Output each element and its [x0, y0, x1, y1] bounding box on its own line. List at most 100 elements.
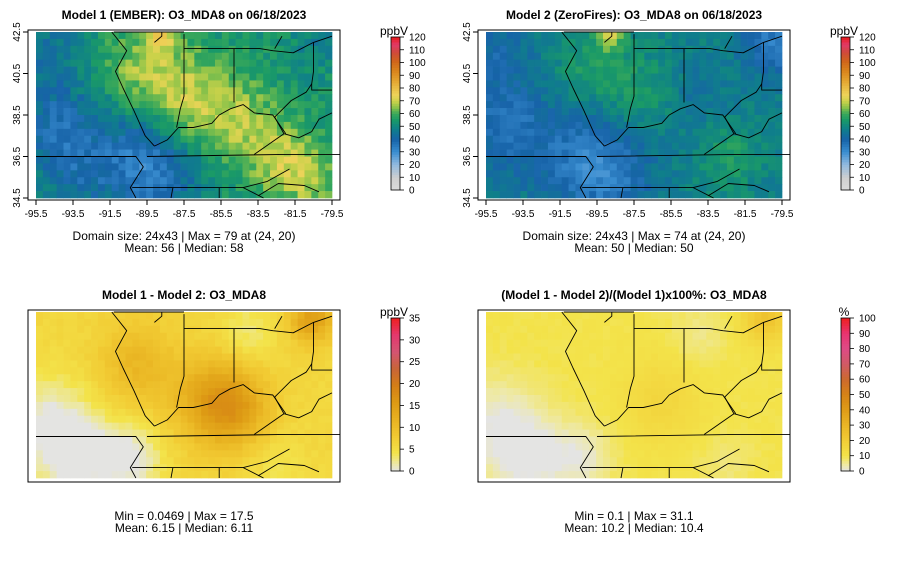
heatmap-cell: [658, 135, 666, 144]
heatmap-cell: [575, 184, 583, 192]
heatmap-cell: [775, 128, 783, 137]
heatmap-cell: [166, 128, 175, 137]
colorbar-swatch: [391, 394, 400, 398]
heatmap-cell: [146, 170, 154, 178]
heatmap-cell: [111, 177, 119, 185]
colorbar-swatch: [391, 172, 400, 176]
heatmap-cell: [775, 415, 783, 424]
colorbar-tick-label: 100: [859, 58, 876, 69]
heatmap-cell: [297, 45, 305, 54]
heatmap-cell: [616, 381, 625, 389]
heatmap-cell: [754, 360, 762, 368]
heatmap-cell: [91, 32, 99, 40]
heatmap-cell: [664, 346, 673, 354]
heatmap-cell: [84, 360, 92, 368]
heatmap-cell: [125, 135, 133, 144]
heatmap-cell: [554, 325, 563, 334]
heatmap-cell: [740, 108, 748, 116]
heatmap-cell: [623, 443, 631, 451]
heatmap-cell: [699, 135, 707, 144]
heatmap-cell: [761, 464, 769, 472]
heatmap-cell: [311, 464, 319, 472]
stats-caption-line2: Mean: 6.15 | Median: 6.11: [115, 521, 254, 535]
heatmap-cell: [221, 443, 230, 451]
heatmap-cell: [242, 170, 250, 178]
heatmap-cell: [194, 408, 202, 417]
colorbar-swatch: [391, 323, 400, 327]
heatmap-cell: [214, 115, 223, 123]
heatmap-cell: [173, 457, 181, 465]
heatmap-cell: [166, 450, 175, 458]
heatmap-cell: [761, 73, 769, 81]
heatmap-cell: [768, 388, 776, 396]
heatmap-cell: [77, 367, 85, 375]
heatmap-cell: [97, 325, 106, 334]
heatmap-cell: [520, 332, 528, 341]
heatmap-cell: [513, 128, 521, 137]
heatmap-cell: [187, 142, 195, 150]
heatmap-cell: [263, 87, 271, 95]
heatmap-cell: [97, 388, 106, 396]
heatmap-cell: [297, 108, 305, 116]
heatmap-cell: [685, 360, 693, 368]
heatmap-cell: [678, 325, 686, 334]
heatmap-cell: [270, 163, 278, 171]
heatmap-cell: [84, 312, 92, 320]
heatmap-cell: [77, 59, 85, 67]
heatmap-cell: [740, 121, 748, 130]
heatmap-cell: [561, 156, 569, 164]
heatmap-cell: [125, 353, 133, 361]
heatmap-cell: [187, 177, 195, 185]
heatmap-cell: [644, 353, 652, 361]
heatmap-cell: [527, 101, 535, 109]
heatmap-cell: [325, 318, 333, 327]
heatmap-cell: [685, 422, 693, 430]
heatmap-cell: [568, 312, 576, 320]
heatmap-cell: [263, 346, 271, 354]
heatmap-cell: [664, 191, 673, 199]
heatmap-cell: [263, 339, 271, 347]
heatmap-cell: [520, 346, 528, 354]
heatmap-cell: [84, 156, 92, 164]
heatmap-cell: [208, 38, 216, 47]
heatmap-cell: [630, 429, 638, 437]
heatmap-cell: [132, 149, 140, 157]
heatmap-cell: [575, 353, 583, 361]
heatmap-cell: [609, 353, 618, 361]
heatmap-cell: [561, 108, 569, 116]
heatmap-cell: [520, 128, 528, 137]
heatmap-cell: [513, 422, 521, 430]
heatmap-cell: [166, 415, 175, 424]
heatmap-cell: [699, 464, 707, 472]
heatmap-cell: [91, 415, 99, 424]
heatmap-cell: [582, 32, 590, 40]
heatmap-cell: [173, 101, 181, 109]
heatmap-cell: [706, 149, 714, 157]
heatmap-cell: [159, 450, 168, 458]
heatmap-cell: [63, 422, 71, 430]
heatmap-cell: [242, 87, 250, 95]
heatmap-cell: [589, 32, 597, 40]
heatmap-cell: [201, 367, 209, 375]
heatmap-cell: [713, 464, 721, 472]
heatmap-cell: [263, 128, 271, 137]
heatmap-cell: [534, 163, 542, 171]
heatmap-cell: [685, 38, 693, 47]
heatmap-cell: [297, 170, 305, 178]
heatmap-cell: [554, 339, 563, 347]
heatmap-cell: [49, 66, 57, 74]
heatmap-cell: [486, 457, 494, 465]
heatmap-cell: [77, 108, 85, 116]
heatmap-cell: [720, 367, 728, 375]
heatmap-cell: [166, 312, 175, 320]
heatmap-cell: [325, 415, 333, 424]
colorbar-swatch: [841, 77, 850, 81]
heatmap-cell: [644, 471, 652, 479]
heatmap-cell: [77, 32, 85, 40]
heatmap-cell: [325, 177, 333, 185]
colorbar-swatch: [391, 399, 400, 403]
heatmap-cell: [575, 101, 583, 109]
heatmap-cell: [187, 471, 195, 479]
heatmap-cell: [208, 135, 216, 144]
heatmap-cell: [603, 312, 611, 320]
